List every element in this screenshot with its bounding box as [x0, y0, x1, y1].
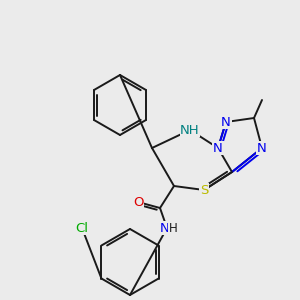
Text: N: N	[221, 116, 231, 128]
Text: Cl: Cl	[76, 221, 88, 235]
Text: H: H	[169, 221, 177, 235]
Text: S: S	[200, 184, 208, 196]
Text: O: O	[133, 196, 143, 208]
Text: N: N	[257, 142, 267, 154]
Text: NH: NH	[180, 124, 200, 136]
Text: N: N	[160, 221, 170, 235]
Text: N: N	[213, 142, 223, 154]
